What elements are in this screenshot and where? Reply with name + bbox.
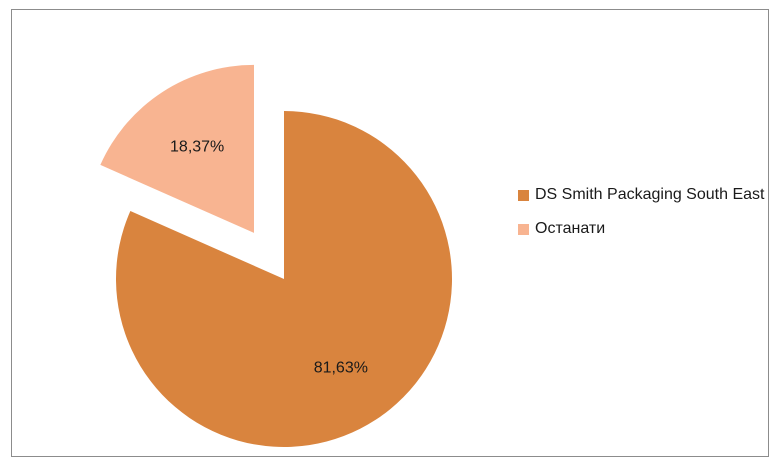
slice-data-label-1: 81,63% — [314, 359, 368, 376]
pie-slice-2 — [100, 64, 254, 233]
legend-item-1: DS Smith Packaging South East — [518, 186, 768, 206]
pie-chart: 81,63% 18,37% — [100, 64, 452, 447]
legend-label: DS Smith Packaging South East — [535, 186, 765, 203]
slice-data-label-2: 18,37% — [170, 139, 224, 156]
pie-slice-1 — [115, 111, 452, 447]
legend: DS Smith Packaging South East Останати — [518, 186, 768, 254]
legend-item-2: Останати — [518, 220, 768, 240]
legend-swatch — [518, 190, 529, 201]
chart-frame: 81,63% 18,37% DS Smith Packaging South Ea… — [11, 9, 769, 457]
legend-swatch — [518, 224, 529, 235]
legend-label: Останати — [535, 220, 606, 237]
